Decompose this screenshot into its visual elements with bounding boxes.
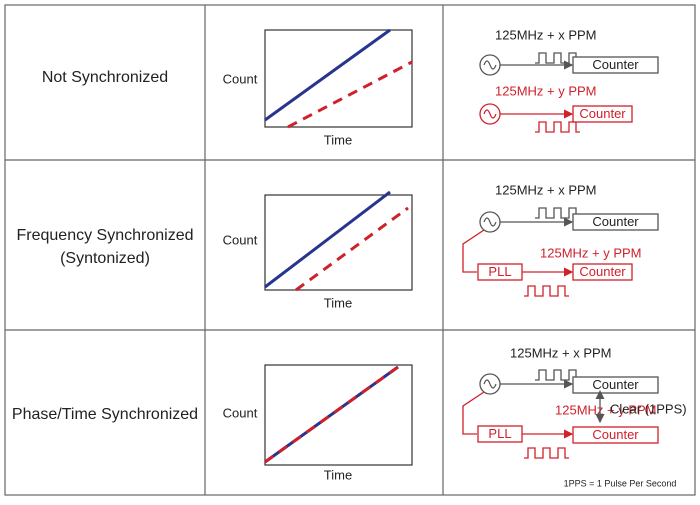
x-axis-label: Time	[324, 132, 352, 147]
pll: PLL	[488, 264, 511, 279]
pll-feed	[462, 229, 485, 273]
oscillator-wave	[483, 60, 497, 70]
row-label: Phase/Time Synchronized	[12, 406, 198, 423]
y-axis-label: Count	[223, 405, 258, 420]
source-a-label: 125MHz + x PPM	[495, 27, 597, 42]
pulse-wave	[535, 207, 580, 219]
clock-a-line	[264, 28, 391, 122]
counter-b: Counter	[579, 106, 626, 121]
pll: PLL	[488, 426, 511, 441]
counter-a: Counter	[592, 377, 639, 392]
y-axis-label: Count	[223, 232, 258, 247]
clock-b-line	[264, 365, 399, 464]
pulse-wave	[535, 369, 580, 381]
counter-b-box	[572, 105, 633, 123]
counter-b-box	[572, 426, 659, 444]
graph-frame	[264, 194, 413, 291]
counter-a-box	[572, 56, 659, 74]
x-axis-label: Time	[324, 295, 352, 310]
row-label: Frequency Synchronized	[17, 227, 194, 244]
clock-b-line	[295, 206, 409, 292]
graph-frame	[264, 364, 413, 466]
oscillator-wave	[483, 109, 497, 119]
clock-b-line	[287, 60, 413, 129]
oscillator-wave	[483, 217, 497, 227]
pulse-wave	[535, 121, 580, 133]
counter-a-box	[572, 376, 659, 394]
source-b-label: 125MHz + y PPM	[555, 402, 657, 417]
source-b-label: 125MHz + y PPM	[495, 83, 597, 98]
pulse-wave	[535, 52, 580, 64]
graph-frame	[264, 29, 413, 128]
counter-a: Counter	[592, 57, 639, 72]
row-label: (Syntonized)	[60, 250, 150, 267]
counter-a: Counter	[592, 214, 639, 229]
x-axis-label: Time	[324, 467, 352, 482]
pulse-wave	[524, 447, 569, 459]
y-axis-label: Count	[223, 71, 258, 86]
source-a-label: 125MHz + x PPM	[510, 345, 612, 360]
clock-a-line	[264, 190, 391, 289]
source-a-label: 125MHz + x PPM	[495, 182, 597, 197]
row-label: Not Synchronized	[42, 69, 168, 86]
oscillator-wave	[483, 379, 497, 389]
counter-b: Counter	[592, 427, 639, 442]
clear-label: Clear (1PPS)	[610, 401, 687, 416]
pll-feed	[462, 391, 485, 435]
pulse-wave	[524, 285, 569, 297]
counter-b: Counter	[579, 264, 626, 279]
table-grid	[4, 4, 696, 496]
footnote: 1PPS = 1 Pulse Per Second	[564, 478, 677, 488]
source-b-label: 125MHz + y PPM	[540, 245, 642, 260]
counter-a-box	[572, 213, 659, 231]
counter-b-box	[572, 263, 633, 281]
